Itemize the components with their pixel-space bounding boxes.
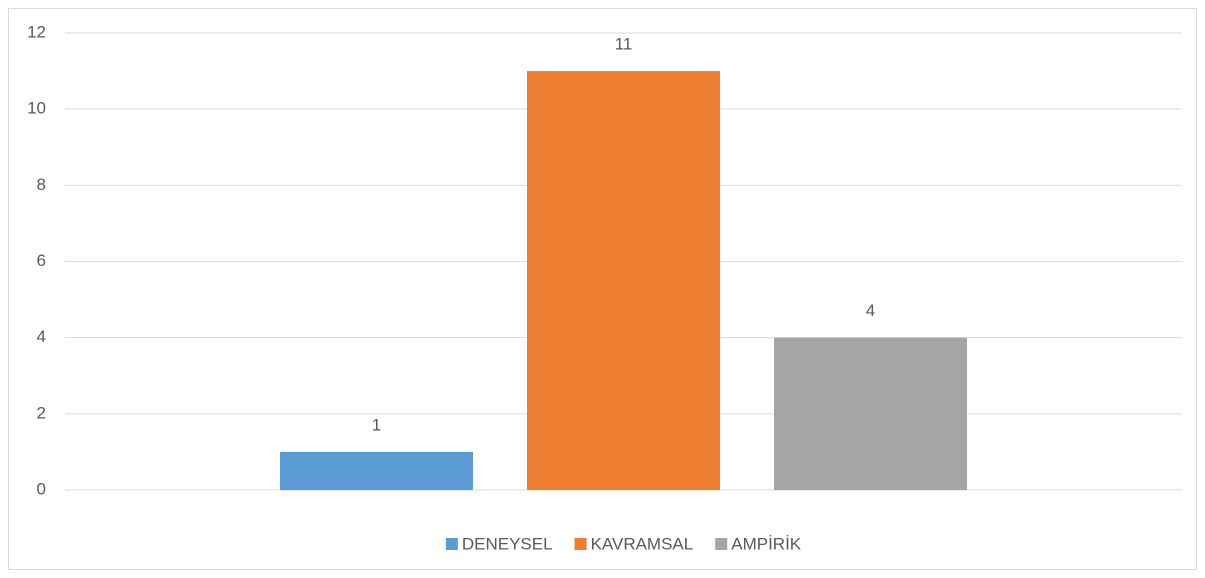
y-tick-label: 6 bbox=[37, 251, 46, 270]
legend-label: AMPİRİK bbox=[731, 534, 802, 553]
y-tick-label: 12 bbox=[27, 22, 46, 41]
legend-label: DENEYSEL bbox=[462, 534, 553, 553]
bar bbox=[280, 451, 473, 490]
data-label: 11 bbox=[615, 35, 633, 54]
y-tick-label: 8 bbox=[37, 175, 46, 194]
y-tick-label: 2 bbox=[37, 403, 46, 422]
data-label: 4 bbox=[866, 301, 875, 320]
legend-label: KAVRAMSAL bbox=[591, 534, 694, 553]
bar bbox=[774, 337, 967, 490]
y-tick-label: 4 bbox=[37, 327, 46, 346]
legend-swatch bbox=[715, 538, 728, 550]
legend-swatch bbox=[445, 538, 458, 550]
bar bbox=[527, 71, 720, 490]
y-tick-label: 10 bbox=[27, 99, 46, 118]
y-tick-label: 0 bbox=[37, 479, 46, 498]
data-label: 1 bbox=[372, 415, 381, 434]
legend-swatch bbox=[574, 538, 587, 550]
